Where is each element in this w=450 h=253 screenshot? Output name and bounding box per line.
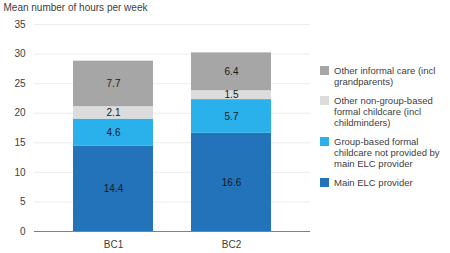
svg-text:15: 15 bbox=[14, 137, 26, 148]
svg-text:Mean number of hours per week: Mean number of hours per week bbox=[4, 2, 149, 13]
svg-text:BC2: BC2 bbox=[222, 239, 242, 250]
svg-text:6.4: 6.4 bbox=[225, 66, 239, 77]
svg-text:35: 35 bbox=[14, 19, 26, 30]
svg-text:4.6: 4.6 bbox=[107, 127, 121, 138]
svg-text:16.6: 16.6 bbox=[222, 177, 242, 188]
svg-text:30: 30 bbox=[14, 48, 26, 59]
svg-text:2.1: 2.1 bbox=[107, 107, 121, 118]
svg-text:20: 20 bbox=[14, 107, 26, 118]
svg-text:5: 5 bbox=[20, 196, 26, 207]
svg-text:14.4: 14.4 bbox=[104, 183, 124, 194]
svg-text:5.7: 5.7 bbox=[225, 111, 239, 122]
html-text:Main ELC provider: Main ELC provider bbox=[334, 177, 413, 188]
svg-text:7.7: 7.7 bbox=[107, 78, 121, 89]
svg-text:0: 0 bbox=[20, 226, 26, 237]
svg-text:10: 10 bbox=[14, 167, 26, 178]
html-text:Other informal care (incl gran: Other informal care (incl grandparents) bbox=[334, 65, 436, 87]
html-text:Other non-group-based formal c: Other non-group-based formal childcare (… bbox=[334, 95, 433, 128]
html-text:Group-based formal childcare n: Group-based formal childcare not provide… bbox=[334, 136, 440, 169]
svg-text:1.5: 1.5 bbox=[225, 89, 239, 100]
svg-text:BC1: BC1 bbox=[104, 239, 124, 250]
svg-text:25: 25 bbox=[14, 78, 26, 89]
